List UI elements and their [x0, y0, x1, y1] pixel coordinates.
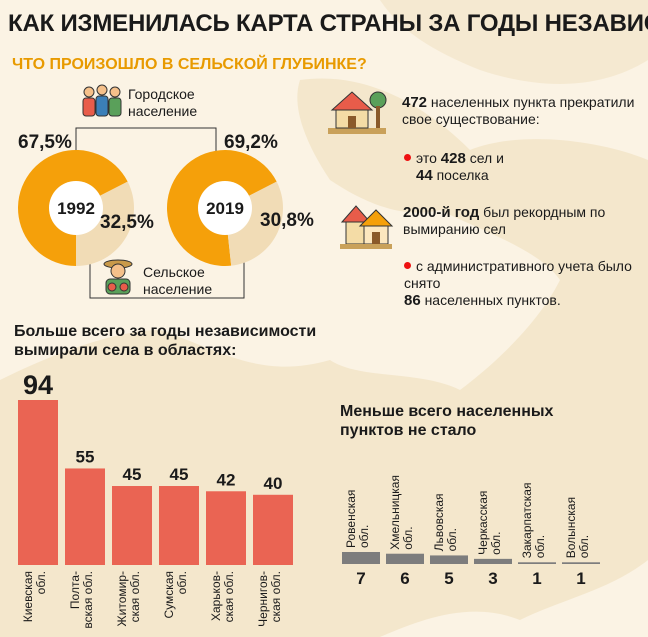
bar-least-value-5: 1: [576, 569, 585, 588]
bar-least-value-4: 1: [532, 569, 541, 588]
bar-least-1: [386, 553, 424, 564]
bar-most-value-5: 40: [264, 474, 283, 493]
bar-least-label-0: Ровенскаяобл.: [344, 490, 371, 548]
bar-least-label-3: Черкасскаяобл.: [476, 491, 503, 555]
bar-least-value-0: 7: [356, 569, 365, 588]
bar-most-label-3: Сумскаяобл.: [162, 571, 189, 618]
bar-most-5: [253, 494, 293, 565]
bar-chart-title-most: Больше всего за годы независимости вымир…: [14, 323, 317, 359]
donut-year-2019: 2019: [206, 199, 244, 218]
bar-most-value-1: 55: [76, 447, 95, 466]
donut-1992: 1992: [17, 150, 134, 266]
farmer-icon: [103, 259, 133, 295]
village-house-icon: [328, 91, 387, 134]
pct-rural-2019: 30,8%: [260, 210, 314, 231]
bar-most-label-1: Полта-вская обл.: [68, 571, 95, 629]
bar-least-5: [562, 562, 600, 564]
fact-2000: 2000-й год был рекордным по вымиранию се…: [403, 204, 606, 237]
bar-least-label-1: Хмельницкаяобл.: [388, 475, 415, 550]
bar-most-value-2: 45: [123, 465, 142, 484]
bar-least-value-3: 3: [488, 569, 497, 588]
urban-people-icon: [82, 84, 122, 117]
bar-most-2: [112, 486, 152, 565]
fact-472: 472 населенных пункта прекратили свое су…: [402, 94, 635, 127]
bar-most-label-4: Харьков-ская обл.: [209, 571, 236, 622]
pct-urban-1992: 67,5%: [18, 132, 72, 153]
bar-least-value-2: 5: [444, 569, 453, 588]
bar-least-value-1: 6: [400, 569, 409, 588]
page-title: КАК ИЗМЕНИЛАСЬ КАРТА СТРАНЫ ЗА ГОДЫ НЕЗА…: [8, 10, 648, 37]
fact-428-44: это 428 сел и 44 поселка: [404, 150, 504, 184]
donut-2019: 2019: [167, 150, 283, 266]
bar-most-value-0: 94: [23, 370, 53, 400]
bar-least-3: [474, 558, 512, 564]
bar-most-label-0: Киевскаяобл.: [21, 571, 48, 622]
houses-icon: [340, 205, 394, 249]
legend-rural: Сельское население: [143, 264, 213, 297]
bar-most-4: [206, 491, 246, 565]
donut-year-1992: 1992: [57, 199, 95, 218]
bar-most-3: [159, 486, 199, 565]
bar-most-1: [65, 468, 105, 565]
bar-least-4: [518, 562, 556, 564]
fact-86: с административного учета было снято 86 …: [404, 258, 632, 309]
bar-most-value-3: 45: [170, 465, 189, 484]
bar-most-label-2: Житомир-ская обл.: [115, 571, 142, 626]
bar-most-value-4: 42: [217, 470, 236, 489]
bar-least-label-5: Волынскаяобл.: [564, 497, 591, 558]
bar-least-label-2: Львовскаяобл.: [432, 493, 459, 551]
bar-chart-title-least: Меньше всего населенных пунктов не стало: [340, 403, 554, 439]
bar-least-label-4: Закарпатскаяобл.: [520, 483, 547, 559]
bar-charts: 94 Киевскаяобл. 55 Полта-вская обл. 45 Житоми…: [18, 370, 600, 629]
page-subtitle: ЧТО ПРОИЗОШЛО В СЕЛЬСКОЙ ГЛУБИНКЕ?: [12, 56, 367, 73]
legend-urban: Городское население: [128, 86, 198, 119]
pct-rural-1992: 32,5%: [100, 212, 154, 233]
bar-most-0: [18, 400, 58, 565]
pct-urban-2019: 69,2%: [224, 132, 278, 153]
bar-most-label-5: Чернигов-ская обл.: [256, 571, 283, 627]
bar-least-2: [430, 555, 468, 564]
bar-least-0: [342, 552, 380, 564]
